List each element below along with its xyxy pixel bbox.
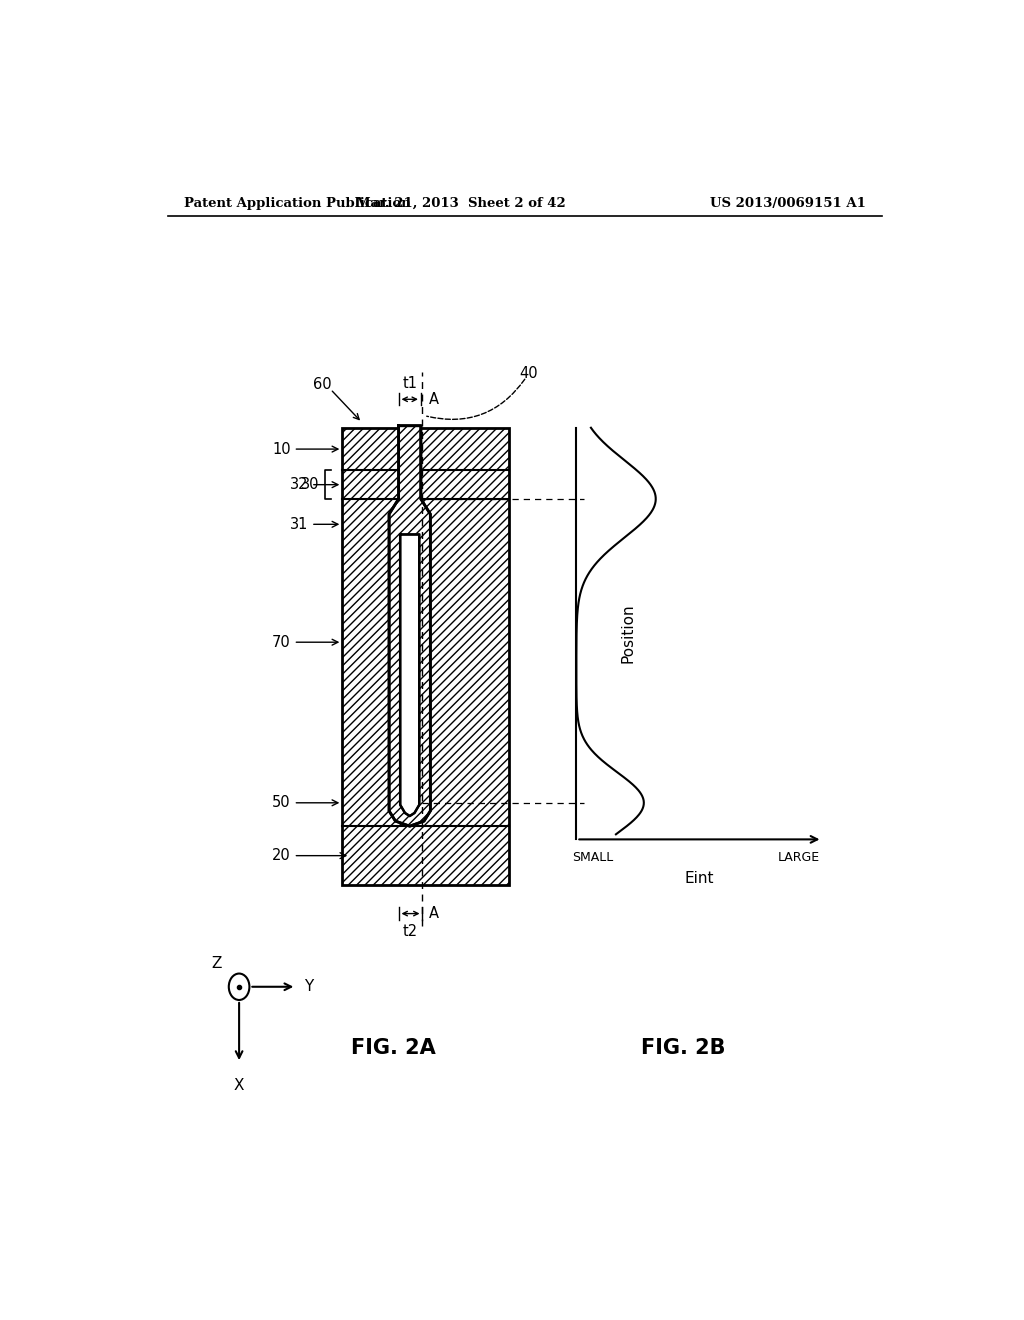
Text: Eint: Eint bbox=[685, 870, 714, 886]
Polygon shape bbox=[400, 535, 419, 816]
Text: SMALL: SMALL bbox=[571, 851, 613, 865]
Text: A: A bbox=[429, 906, 438, 921]
Text: Patent Application Publication: Patent Application Publication bbox=[183, 197, 411, 210]
Text: t2: t2 bbox=[403, 924, 418, 940]
Text: X: X bbox=[233, 1078, 245, 1093]
Text: 50: 50 bbox=[272, 795, 338, 810]
Text: Y: Y bbox=[304, 979, 313, 994]
Text: Z: Z bbox=[211, 956, 221, 972]
Text: FIG. 2B: FIG. 2B bbox=[641, 1038, 726, 1057]
Text: 10: 10 bbox=[272, 442, 338, 457]
Text: US 2013/0069151 A1: US 2013/0069151 A1 bbox=[711, 197, 866, 210]
Text: A: A bbox=[429, 392, 438, 407]
Text: 30: 30 bbox=[301, 477, 319, 492]
Bar bbox=[342, 428, 509, 886]
Text: t1: t1 bbox=[402, 375, 417, 391]
Text: 40: 40 bbox=[519, 367, 538, 381]
Text: 60: 60 bbox=[313, 376, 332, 392]
Text: 70: 70 bbox=[272, 635, 338, 649]
Text: 31: 31 bbox=[290, 517, 338, 532]
Text: Mar. 21, 2013  Sheet 2 of 42: Mar. 21, 2013 Sheet 2 of 42 bbox=[356, 197, 566, 210]
Polygon shape bbox=[389, 426, 430, 826]
Text: FIG. 2A: FIG. 2A bbox=[351, 1038, 436, 1057]
Text: 32: 32 bbox=[290, 477, 338, 492]
Text: 20: 20 bbox=[272, 849, 346, 863]
Text: Position: Position bbox=[621, 603, 636, 664]
Text: LARGE: LARGE bbox=[777, 851, 819, 865]
